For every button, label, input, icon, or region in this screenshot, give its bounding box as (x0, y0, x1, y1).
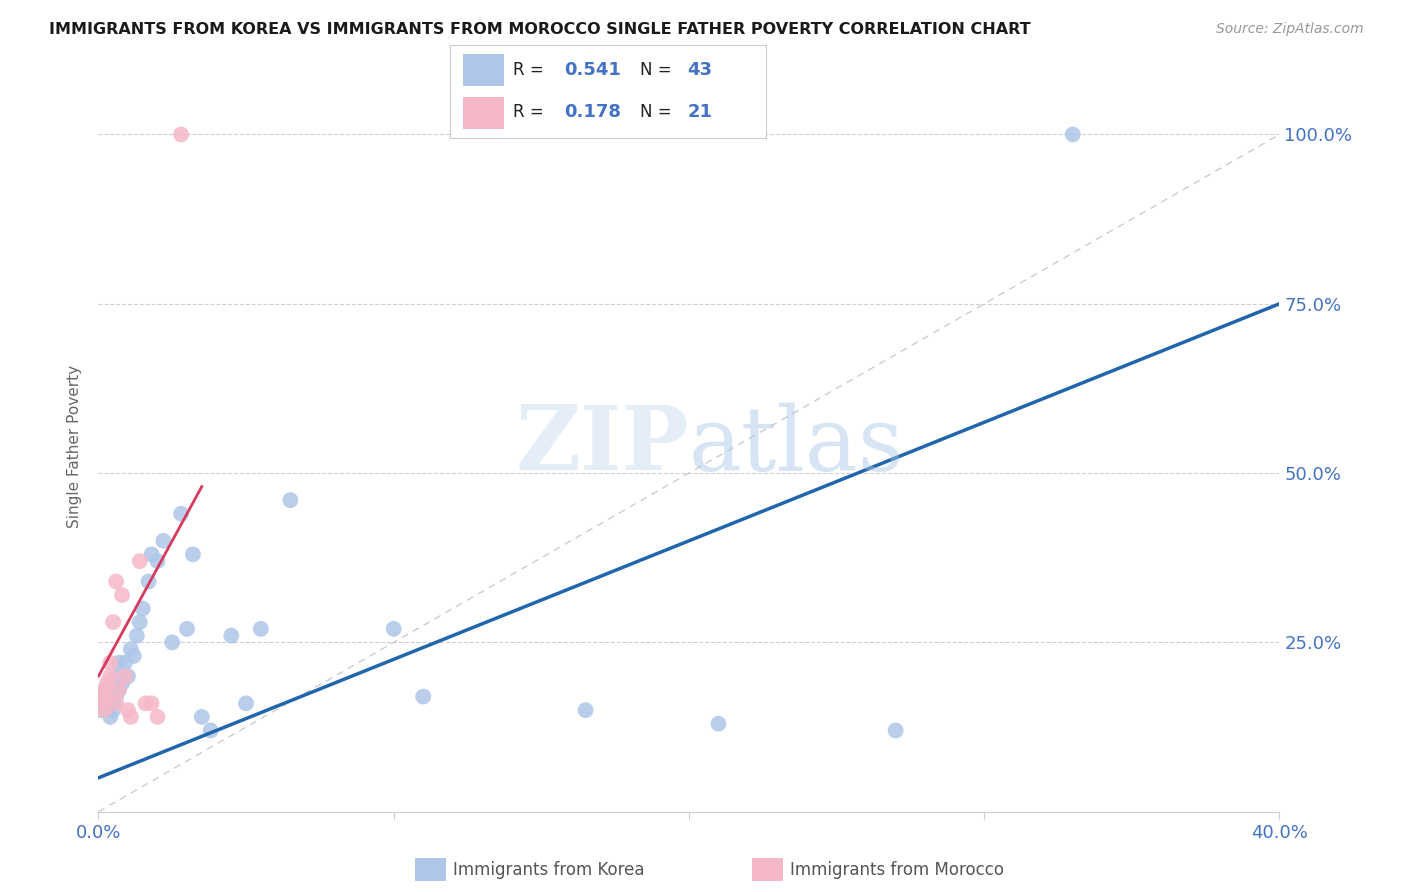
Text: N =: N = (640, 103, 676, 121)
Text: N =: N = (640, 61, 676, 78)
Point (135, 697, 157, 711)
Point (146, 710, 169, 724)
Y-axis label: Single Father Poverty: Single Father Poverty (67, 365, 83, 527)
Point (111, 588, 134, 602)
Point (103, 615, 125, 629)
Point (278, 493, 302, 508)
Point (103, 682, 125, 697)
Text: Immigrants from Korea: Immigrants from Korea (453, 861, 644, 879)
Point (146, 554, 169, 568)
Point (108, 682, 131, 697)
Point (132, 601, 155, 615)
Point (93, 682, 115, 697)
Point (120, 642, 142, 657)
Point (96, 703, 118, 717)
Point (707, 716, 730, 731)
Point (176, 622, 198, 636)
Text: R =: R = (513, 61, 550, 78)
Text: 43: 43 (688, 61, 713, 78)
Point (250, 622, 273, 636)
Text: atlas: atlas (689, 402, 904, 490)
Point (191, 710, 214, 724)
Point (117, 703, 139, 717)
Point (382, 622, 405, 636)
Text: 21: 21 (688, 103, 713, 121)
Point (90, 690, 112, 704)
Point (128, 554, 150, 568)
Point (105, 574, 128, 589)
Point (120, 710, 142, 724)
Point (884, 723, 907, 738)
Point (98, 669, 121, 683)
FancyBboxPatch shape (463, 97, 503, 129)
Point (138, 574, 160, 589)
Point (235, 697, 257, 711)
Point (98, 710, 121, 724)
FancyBboxPatch shape (463, 54, 503, 86)
Point (93, 703, 115, 717)
Point (117, 669, 139, 683)
Point (412, 690, 434, 704)
Point (128, 615, 150, 629)
Point (105, 669, 128, 683)
Point (103, 703, 125, 717)
Point (162, 635, 183, 649)
Point (170, 507, 193, 521)
Point (219, 629, 242, 643)
Point (1062, 128, 1084, 142)
Point (93, 682, 115, 697)
Point (90, 703, 112, 717)
Point (181, 547, 204, 561)
Point (90, 690, 112, 704)
Point (125, 629, 148, 643)
Point (105, 690, 128, 704)
Point (111, 676, 134, 690)
Point (105, 697, 128, 711)
Point (122, 648, 145, 663)
Point (152, 533, 174, 548)
Point (108, 656, 131, 670)
Point (98, 697, 121, 711)
Text: ZIP: ZIP (516, 402, 689, 490)
Text: 0.178: 0.178 (564, 103, 621, 121)
Point (170, 128, 193, 142)
Point (96, 690, 118, 704)
Point (200, 723, 222, 738)
Point (98, 656, 121, 670)
Text: Source: ZipAtlas.com: Source: ZipAtlas.com (1216, 22, 1364, 37)
Point (141, 697, 163, 711)
Text: IMMIGRANTS FROM KOREA VS IMMIGRANTS FROM MOROCCO SINGLE FATHER POVERTY CORRELATI: IMMIGRANTS FROM KOREA VS IMMIGRANTS FROM… (49, 22, 1031, 37)
Point (574, 703, 596, 717)
Point (90, 697, 112, 711)
Text: R =: R = (513, 103, 550, 121)
Text: Immigrants from Morocco: Immigrants from Morocco (790, 861, 1004, 879)
Point (93, 697, 115, 711)
Point (108, 682, 131, 697)
Point (114, 656, 136, 670)
Text: 0.541: 0.541 (564, 61, 620, 78)
Point (96, 676, 118, 690)
Point (103, 697, 125, 711)
Point (141, 547, 163, 561)
Point (114, 669, 136, 683)
Point (96, 690, 118, 704)
